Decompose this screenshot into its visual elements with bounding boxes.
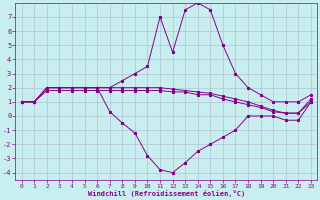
X-axis label: Windchill (Refroidissement éolien,°C): Windchill (Refroidissement éolien,°C) <box>88 190 245 197</box>
